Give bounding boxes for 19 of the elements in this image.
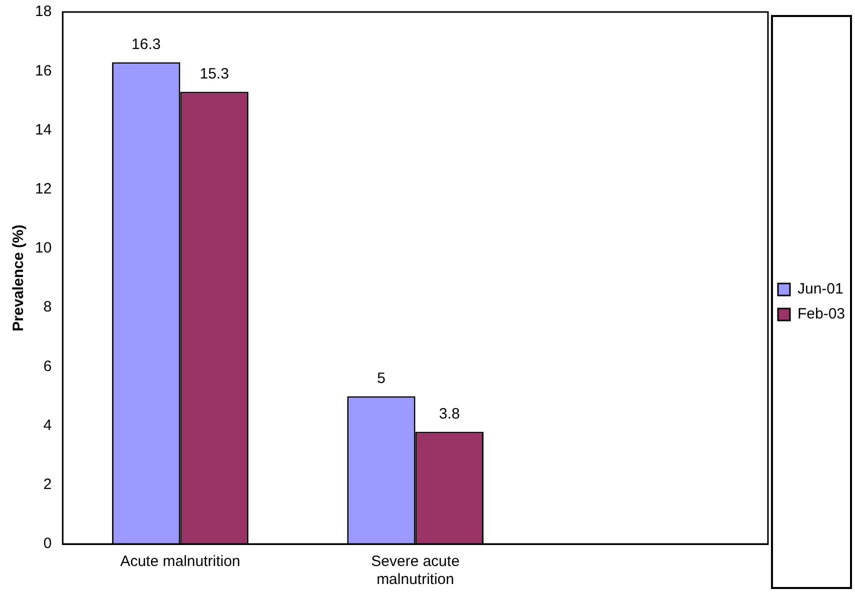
x-tick-label: Severe acute malnutrition bbox=[371, 553, 460, 588]
data-label: 3.8 bbox=[438, 405, 460, 422]
data-label: 5 bbox=[377, 370, 386, 387]
y-tick-label: 4 bbox=[43, 416, 52, 434]
y-tick-label: 8 bbox=[43, 298, 52, 316]
x-tick-label: Acute malnutrition bbox=[120, 553, 240, 570]
y-tick-label: 14 bbox=[34, 121, 52, 138]
legend-label: Feb-03 bbox=[797, 306, 846, 323]
y-axis-title: Prevalence (%) bbox=[10, 224, 28, 332]
legend-label: Jun-01 bbox=[797, 280, 844, 298]
data-label: 16.3 bbox=[132, 36, 161, 53]
y-tick-label: 2 bbox=[43, 476, 52, 494]
y-tick-label: 18 bbox=[34, 3, 52, 20]
y-tick-label: 16 bbox=[34, 62, 52, 80]
data-label: 15.3 bbox=[200, 65, 229, 82]
y-tick-label: 0 bbox=[43, 535, 52, 552]
y-tick-label: 6 bbox=[43, 358, 52, 375]
y-tick-label: 12 bbox=[34, 180, 52, 198]
y-tick-label: 10 bbox=[34, 240, 52, 257]
